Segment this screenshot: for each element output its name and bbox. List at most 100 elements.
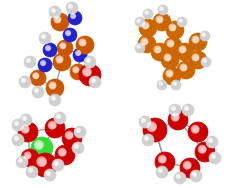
Circle shape <box>199 146 206 153</box>
Circle shape <box>192 126 199 133</box>
Circle shape <box>190 170 202 182</box>
Circle shape <box>36 156 47 167</box>
Circle shape <box>41 61 46 66</box>
Circle shape <box>74 126 86 138</box>
Circle shape <box>50 123 56 129</box>
Circle shape <box>86 58 91 63</box>
Circle shape <box>167 41 174 47</box>
Circle shape <box>63 28 77 42</box>
Circle shape <box>72 66 79 73</box>
Circle shape <box>189 33 207 51</box>
Circle shape <box>54 161 59 166</box>
Circle shape <box>92 79 95 82</box>
Circle shape <box>86 58 91 63</box>
Circle shape <box>141 118 146 123</box>
Circle shape <box>35 89 38 92</box>
Circle shape <box>24 152 31 159</box>
Circle shape <box>54 112 66 124</box>
Circle shape <box>138 35 156 53</box>
Circle shape <box>180 47 186 53</box>
Circle shape <box>69 5 72 8</box>
Circle shape <box>89 76 101 88</box>
Circle shape <box>171 113 180 122</box>
Circle shape <box>70 13 76 19</box>
Circle shape <box>26 154 31 158</box>
Circle shape <box>33 153 57 177</box>
Circle shape <box>46 171 51 176</box>
Circle shape <box>171 106 176 111</box>
Circle shape <box>56 114 61 119</box>
Circle shape <box>27 59 30 62</box>
Circle shape <box>202 33 206 37</box>
Circle shape <box>81 41 85 45</box>
Circle shape <box>206 136 218 148</box>
Circle shape <box>142 119 145 122</box>
Circle shape <box>41 62 45 65</box>
Circle shape <box>67 32 70 35</box>
Circle shape <box>66 132 73 139</box>
Circle shape <box>22 116 27 121</box>
Circle shape <box>141 118 146 123</box>
Circle shape <box>180 158 200 178</box>
Circle shape <box>47 47 50 50</box>
Circle shape <box>71 14 76 19</box>
Circle shape <box>171 80 181 90</box>
Circle shape <box>143 9 153 19</box>
Circle shape <box>157 80 167 90</box>
Circle shape <box>32 72 39 79</box>
Circle shape <box>185 107 188 110</box>
Circle shape <box>29 169 32 172</box>
Circle shape <box>18 122 38 142</box>
Circle shape <box>137 19 141 23</box>
Circle shape <box>66 31 71 36</box>
Circle shape <box>159 6 164 11</box>
Circle shape <box>191 53 200 61</box>
Circle shape <box>189 51 207 69</box>
Circle shape <box>57 115 60 118</box>
Circle shape <box>178 45 186 54</box>
Circle shape <box>143 40 147 45</box>
Circle shape <box>183 161 192 170</box>
Circle shape <box>21 125 30 134</box>
Circle shape <box>14 136 19 141</box>
Circle shape <box>47 172 50 175</box>
Circle shape <box>155 47 161 53</box>
Circle shape <box>166 70 173 77</box>
Circle shape <box>171 106 176 111</box>
Circle shape <box>166 21 184 39</box>
Circle shape <box>22 79 25 82</box>
Circle shape <box>163 67 181 85</box>
Circle shape <box>37 143 43 149</box>
Circle shape <box>49 94 61 106</box>
Circle shape <box>184 162 191 169</box>
Circle shape <box>26 58 31 63</box>
Circle shape <box>84 56 96 68</box>
Circle shape <box>148 123 156 131</box>
Circle shape <box>161 8 163 10</box>
Circle shape <box>68 4 73 9</box>
Circle shape <box>156 48 161 52</box>
Circle shape <box>153 45 162 54</box>
Circle shape <box>161 51 179 69</box>
Circle shape <box>76 128 81 133</box>
Circle shape <box>73 48 87 62</box>
Circle shape <box>79 64 101 86</box>
Circle shape <box>49 6 61 18</box>
Circle shape <box>172 114 179 121</box>
Circle shape <box>168 72 172 77</box>
Circle shape <box>169 25 176 31</box>
Circle shape <box>158 155 167 164</box>
Circle shape <box>138 45 140 48</box>
Circle shape <box>160 7 164 11</box>
Circle shape <box>172 107 175 110</box>
Circle shape <box>166 39 175 48</box>
Circle shape <box>160 157 165 163</box>
Circle shape <box>67 133 73 139</box>
Circle shape <box>211 154 216 159</box>
Circle shape <box>39 159 46 166</box>
Circle shape <box>176 43 194 61</box>
Circle shape <box>49 122 56 129</box>
Circle shape <box>72 142 84 154</box>
Circle shape <box>137 45 141 49</box>
Circle shape <box>15 137 18 140</box>
